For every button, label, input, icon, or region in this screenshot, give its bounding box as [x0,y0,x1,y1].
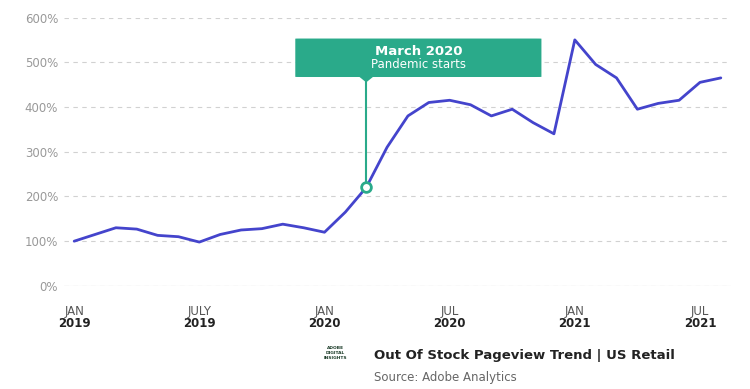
Text: 2020: 2020 [433,317,466,330]
Text: 2019: 2019 [183,317,216,330]
FancyBboxPatch shape [319,343,352,363]
Text: 2020: 2020 [308,317,340,330]
FancyBboxPatch shape [296,39,542,77]
Text: JAN: JAN [64,305,84,318]
Text: ADOBE
DIGITAL
INSIGHTS: ADOBE DIGITAL INSIGHTS [324,346,347,360]
Text: JUL: JUL [691,305,709,318]
Text: March 2020: March 2020 [374,45,462,58]
Text: 2019: 2019 [58,317,91,330]
Text: Source: Adobe Analytics: Source: Adobe Analytics [374,371,516,384]
Text: JAN: JAN [565,305,585,318]
Text: JAN: JAN [314,305,334,318]
Text: 2021: 2021 [327,370,344,376]
Text: Out Of Stock Pageview Trend | US Retail: Out Of Stock Pageview Trend | US Retail [374,349,674,363]
Text: 2021: 2021 [559,317,591,330]
Polygon shape [358,76,374,82]
Text: Pandemic starts: Pandemic starts [370,58,466,70]
Text: 2021: 2021 [684,317,716,330]
Text: JUL: JUL [440,305,459,318]
Text: JULY: JULY [188,305,211,318]
